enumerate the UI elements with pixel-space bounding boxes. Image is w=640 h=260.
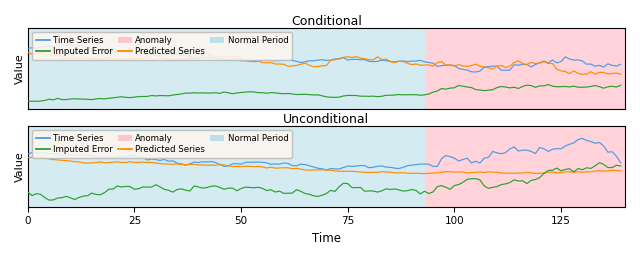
- Title: Unconditional: Unconditional: [284, 113, 369, 126]
- Y-axis label: Value: Value: [15, 151, 25, 182]
- Y-axis label: Value: Value: [15, 53, 25, 84]
- X-axis label: Time: Time: [312, 232, 341, 245]
- Legend: Time Series, Imputed Error, Anomaly, Predicted Series, Normal Period: Time Series, Imputed Error, Anomaly, Pre…: [32, 32, 292, 60]
- Title: Conditional: Conditional: [291, 15, 362, 28]
- Bar: [424, 28, 625, 109]
- Legend: Time Series, Imputed Error, Anomaly, Predicted Series, Normal Period: Time Series, Imputed Error, Anomaly, Pre…: [32, 130, 292, 158]
- Bar: [28, 28, 424, 109]
- Bar: [424, 126, 625, 207]
- Bar: [28, 126, 424, 207]
